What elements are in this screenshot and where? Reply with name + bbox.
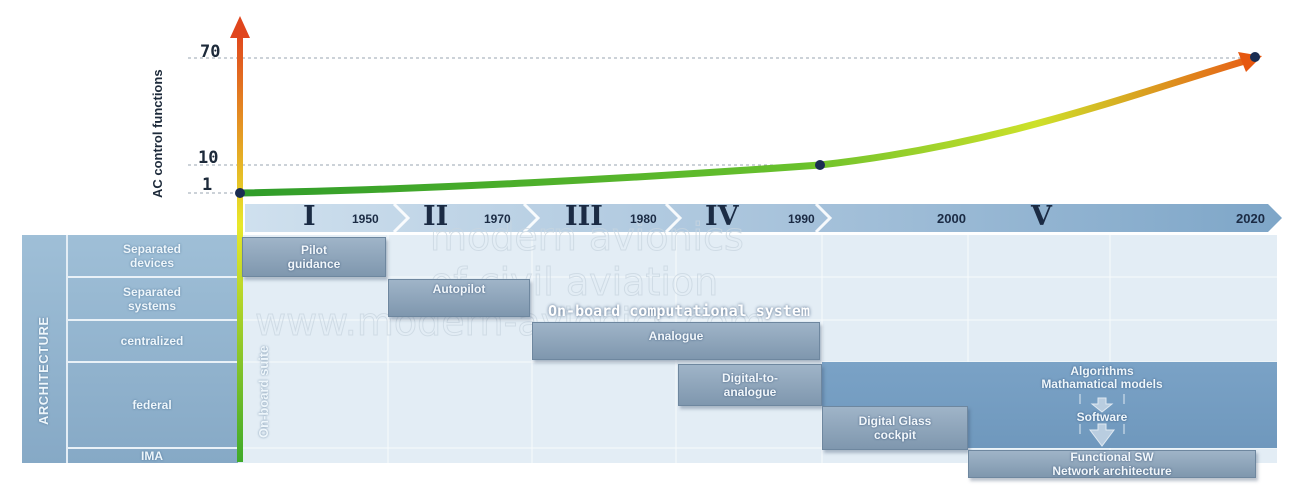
point-70 [1250, 52, 1260, 62]
analogue-label: Analogue [648, 329, 704, 343]
functional-sw-line2: Network architecture [1052, 464, 1172, 478]
digital-to-analogue-line2: analogue [723, 385, 777, 399]
era-1-numeral: I [303, 201, 316, 232]
y-axis-arrowhead [230, 16, 250, 38]
software-panel-models: Mathamatical models [1041, 377, 1163, 391]
digital-glass-cockpit-line1: Digital Glass [858, 414, 932, 428]
row-label-line1: Separated [122, 284, 182, 299]
functional-sw-line1: Functional SW [1070, 450, 1154, 464]
software-panel-algorithms: Algorithms [1070, 364, 1134, 378]
row-label-centralized: centralized [68, 320, 236, 362]
pilot-guidance-line1: Pilot [301, 243, 327, 257]
digital-to-analogue-line1: Digital-to- [722, 371, 778, 385]
era-3-numeral: III [565, 201, 603, 232]
software-arrows [1089, 397, 1115, 447]
era-4-numeral: IV [705, 201, 739, 232]
autopilot-label: Autopilot [432, 282, 486, 296]
era-5-start-year: 2000 [937, 211, 966, 226]
era-5-end-year: 2020 [1236, 211, 1265, 226]
row-label-ima: IMA [68, 448, 236, 463]
row-label-separated-devices: Separated devices [68, 235, 236, 277]
pilot-guidance-box: Pilot guidance [242, 237, 386, 277]
y-tick-70: 70 [200, 42, 221, 62]
y-tick-10: 10 [198, 148, 219, 168]
pilot-guidance-line2: guidance [287, 257, 341, 271]
era-4-year: 1990 [788, 212, 815, 226]
on-board-computational-system-label: On-board computational system [548, 302, 810, 320]
era-3-year: 1980 [630, 212, 657, 226]
y-tick-1: 1 [202, 175, 213, 195]
y-axis [237, 32, 243, 462]
architecture-label: ARCHITECTURE [36, 316, 51, 425]
row-label-line1: federal [132, 398, 172, 412]
era-2-numeral: II [423, 201, 449, 232]
timeline-band [245, 204, 1282, 232]
y-axis-label: AC control functions [150, 69, 165, 198]
point-10 [815, 160, 825, 170]
architecture-label-cell [22, 235, 66, 463]
on-board-suite-label: On-board suite [256, 345, 271, 438]
digital-glass-cockpit-line2: cockpit [873, 428, 916, 442]
point-1 [235, 188, 245, 198]
autopilot-box: Autopilot [388, 279, 530, 317]
row-label-line1: Separated [122, 242, 182, 256]
row-label-column [68, 235, 238, 463]
timeline-chevrons [392, 202, 833, 234]
row-label-line1: centralized [120, 334, 184, 348]
software-arrow-brackets [1079, 394, 1125, 434]
growth-curve [236, 56, 1252, 197]
row-label-line2: systems [127, 298, 177, 313]
era-5-numeral: V [1031, 201, 1052, 232]
row-separators [68, 276, 238, 449]
era-1-year: 1950 [352, 212, 379, 226]
functional-sw-box: Functional SW Network architecture [968, 450, 1256, 478]
analogue-box: Analogue [532, 322, 820, 360]
digital-glass-cockpit-box: Digital Glass cockpit [822, 406, 968, 450]
era-2-year: 1970 [484, 212, 511, 226]
digital-to-analogue-box: Digital-to-analogue [678, 364, 822, 406]
row-label-line2: devices [129, 256, 175, 270]
row-label-line1: IMA [141, 448, 163, 463]
row-label-separated-systems: Separated systems [68, 277, 236, 320]
row-label-federal: federal [68, 362, 236, 448]
watermark-line1: modern avionics [430, 215, 744, 259]
software-panel-software: Software [1076, 410, 1128, 424]
